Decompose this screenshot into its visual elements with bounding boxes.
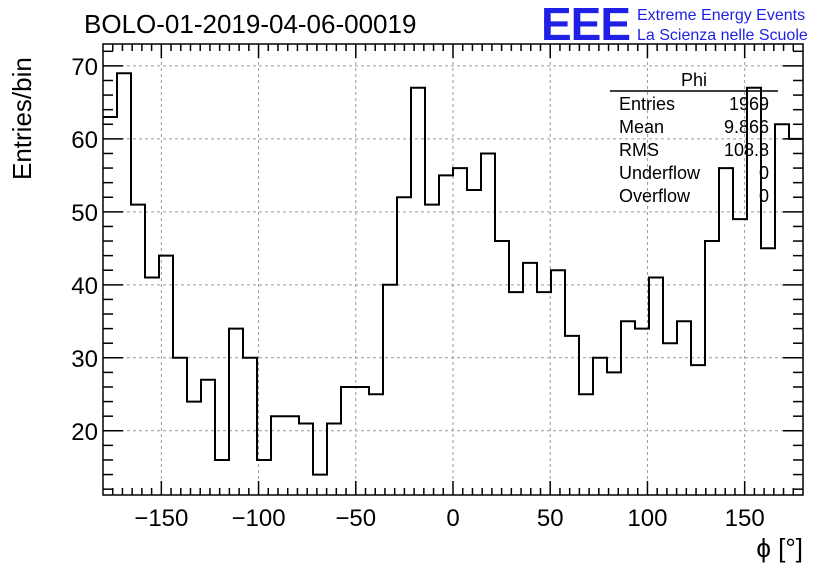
- stats-title: Phi: [681, 70, 707, 90]
- stats-box: Phi Entries 1969 Mean 9.866 RMS 108.8 Underflo…: [610, 70, 778, 206]
- y-tick-labels: 20 30 40 50 60 70: [71, 54, 98, 446]
- stats-label: Underflow: [619, 163, 701, 183]
- y-axis-label: Entries/bin: [7, 57, 37, 180]
- x-tick-label: 100: [627, 505, 667, 532]
- chart-title: BOLO-01-2019-04-06-00019: [84, 9, 416, 39]
- stats-label: Entries: [619, 94, 675, 114]
- x-tick-label: −50: [335, 505, 376, 532]
- stats-label: Mean: [619, 117, 664, 137]
- stats-value: 1969: [729, 94, 769, 114]
- eee-logo: EEE Extreme Energy Events La Scienza nel…: [541, 0, 808, 50]
- logo-line-1: Extreme Energy Events: [637, 7, 805, 24]
- stats-value: 0: [759, 163, 769, 183]
- logo-line-2: La Scienza nelle Scuole: [637, 27, 808, 44]
- x-tick-label: 150: [725, 505, 765, 532]
- grid: [103, 44, 803, 495]
- x-tick-label: 0: [446, 505, 459, 532]
- stats-value: 108.8: [724, 140, 769, 160]
- y-tick-label: 20: [71, 419, 98, 446]
- y-tick-label: 40: [71, 273, 98, 300]
- x-tick-labels: −150 −100 −50 0 50 100 150: [134, 505, 764, 532]
- stats-label: Overflow: [619, 186, 691, 206]
- y-tick-label: 60: [71, 127, 98, 154]
- axis-ticks: [103, 44, 803, 495]
- x-tick-label: 50: [537, 505, 564, 532]
- stats-value: 9.866: [724, 117, 769, 137]
- y-tick-label: 30: [71, 346, 98, 373]
- histogram-series: [103, 72, 803, 476]
- x-tick-label: −100: [232, 505, 286, 532]
- stats-label: RMS: [619, 140, 659, 160]
- y-tick-label: 70: [71, 54, 98, 81]
- x-axis-label: ϕ [°]: [756, 533, 803, 563]
- x-tick-label: −150: [134, 505, 188, 532]
- logo-letters: EEE: [541, 0, 630, 50]
- y-tick-label: 50: [71, 200, 98, 227]
- stats-value: 0: [759, 186, 769, 206]
